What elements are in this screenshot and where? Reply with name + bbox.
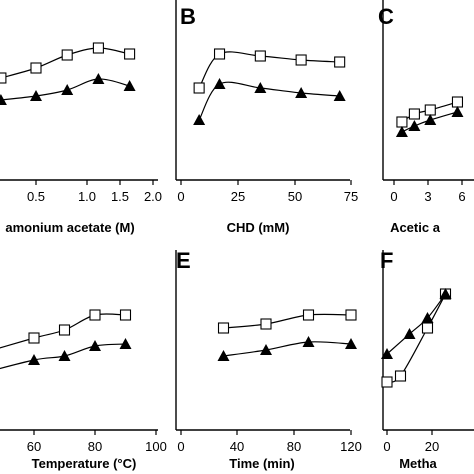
x-tick-label: 0 [383, 439, 390, 454]
triangle-marker [395, 126, 408, 137]
square-marker [302, 309, 315, 321]
triangle-marker [424, 114, 437, 125]
triangle-marker [0, 94, 7, 105]
panel-letter: F [380, 248, 393, 273]
square-marker [28, 332, 40, 344]
square-marker [408, 108, 420, 120]
x-tick-label: 3 [424, 189, 431, 204]
triangle-marker [295, 87, 308, 98]
square-marker [396, 116, 408, 128]
x-tick-label: 0 [177, 439, 184, 454]
square-marker [381, 376, 393, 388]
x-axis-label: amonium acetate (M) [5, 220, 134, 235]
square-marker [92, 42, 104, 54]
x-tick-label: 100 [145, 439, 167, 454]
square-marker [334, 56, 346, 68]
x-tick-label: 60 [27, 439, 41, 454]
triangle-marker [61, 84, 74, 95]
square-marker [394, 370, 407, 382]
triangle-marker [58, 350, 71, 361]
triangle-marker [254, 82, 267, 93]
x-tick-label: 120 [340, 439, 362, 454]
x-tick-label: 1.5 [111, 189, 129, 204]
triangle-marker [30, 90, 42, 101]
x-axis-label: CHD (mM) [227, 220, 290, 235]
triangle-marker [345, 338, 357, 349]
square-marker [193, 82, 205, 94]
square-marker [254, 50, 266, 62]
square-marker [89, 309, 101, 321]
triangle-marker [408, 120, 421, 131]
triangle-marker [439, 288, 452, 299]
x-axis-label: Metha [399, 456, 437, 471]
x-tick-label: 20 [425, 439, 439, 454]
x-axis-label: Acetic a [390, 220, 441, 235]
x-tick-label: 50 [288, 189, 302, 204]
square-marker [345, 309, 357, 321]
triangle-marker [451, 106, 464, 117]
triangle-marker [123, 80, 136, 91]
triangle-series-line [223, 341, 352, 357]
x-tick-label: 40 [230, 439, 244, 454]
x-tick-label: 1.0 [78, 189, 96, 204]
triangle-marker [213, 78, 226, 89]
triangle-series-line [401, 111, 458, 133]
triangle-marker [28, 354, 40, 365]
square-marker [295, 54, 307, 66]
x-axis-label: Time (min) [229, 456, 295, 471]
triangle-series-line [386, 293, 446, 355]
triangle-marker [381, 348, 393, 359]
x-tick-label: 80 [287, 439, 301, 454]
triangle-marker [333, 90, 346, 101]
square-marker [217, 322, 230, 334]
triangle-marker [260, 344, 272, 355]
x-tick-label: 25 [231, 189, 245, 204]
square-marker [213, 48, 226, 60]
square-marker [0, 72, 7, 84]
x-tick-label: 0 [390, 189, 397, 204]
square-marker [61, 49, 73, 61]
square-series-line [223, 313, 352, 329]
triangle-marker [119, 338, 132, 349]
x-tick-label: 80 [88, 439, 102, 454]
square-marker [424, 104, 436, 116]
square-marker [30, 62, 42, 74]
x-tick-label: 6 [458, 189, 465, 204]
triangle-marker [421, 312, 434, 323]
triangle-marker [217, 350, 230, 361]
x-tick-label: 0.5 [27, 189, 45, 204]
triangle-marker [92, 73, 105, 84]
square-marker [421, 322, 434, 334]
panel-letter: E [176, 248, 191, 273]
x-tick-label: 0 [177, 189, 184, 204]
triangle-marker [89, 340, 101, 351]
triangle-marker [193, 114, 206, 125]
triangle-marker [403, 328, 416, 339]
x-tick-label: 2.0 [144, 189, 162, 204]
square-marker [119, 309, 132, 321]
square-marker [260, 318, 272, 330]
triangle-marker [302, 336, 315, 347]
panel-letter: B [180, 4, 196, 29]
square-marker [58, 324, 71, 336]
square-marker [124, 48, 136, 60]
x-axis-label: Temperature (°C) [32, 456, 137, 471]
square-marker [451, 96, 464, 108]
x-tick-label: 75 [344, 189, 358, 204]
panel-letter: C [378, 4, 394, 29]
